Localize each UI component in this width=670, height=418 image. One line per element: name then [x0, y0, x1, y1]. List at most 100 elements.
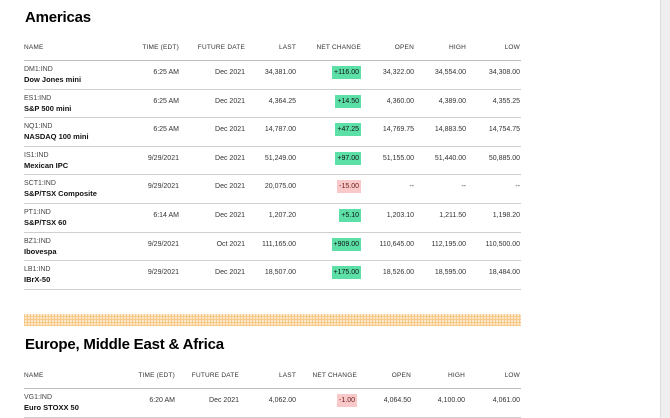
open-value: -- — [409, 183, 414, 191]
col-header-open[interactable]: OPEN — [391, 372, 411, 379]
instrument-name[interactable]: Dow Jones mini — [24, 75, 82, 84]
ticker-symbol[interactable]: SCT1:IND — [24, 180, 56, 188]
high-value: 14,883.50 — [434, 126, 466, 134]
col-header-net-change[interactable]: NET CHANGE — [316, 44, 361, 51]
net-change-badge: +14.50 — [335, 94, 361, 108]
instrument-name[interactable]: IBrX-50 — [24, 275, 51, 285]
time-value: 9/29/2021 — [147, 183, 179, 191]
future-date-value: Dec 2021 — [215, 97, 245, 105]
col-header-high[interactable]: HIGH — [448, 44, 466, 51]
last-value: 14,787.00 — [264, 126, 296, 134]
table-row[interactable]: IS1:IND Mexican IPC 9/29/2021 Dec 2021 51,24… — [24, 147, 521, 176]
net-change-badge: +47.25 — [335, 123, 361, 137]
net-change-badge: +116.00 — [332, 66, 361, 79]
instrument-name[interactable]: S&P 500 mini — [24, 103, 72, 113]
future-date-value: Dec 2021 — [215, 269, 245, 277]
open-value: 18,526.00 — [382, 269, 414, 277]
col-header-low[interactable]: LOW — [504, 372, 520, 379]
col-header-time[interactable]: TIME (EDT) — [138, 372, 175, 379]
table-header: NAME TIME (EDT) FUTURE DATE LAST NET CHA… — [24, 34, 521, 61]
low-value: 34,308.00 — [488, 69, 520, 76]
last-value: 51,249.00 — [264, 154, 296, 162]
col-header-net-change[interactable]: NET CHANGE — [312, 372, 357, 379]
high-value: 34,554.00 — [434, 69, 466, 76]
high-value: 4,100.00 — [437, 397, 465, 404]
table-row[interactable]: SCT1:IND S&P/TSX Composite 9/29/2021 Dec 20… — [24, 175, 521, 204]
table-row[interactable]: BZ1:IND Ibovespa 9/29/2021 Oct 2021 111,165.… — [24, 233, 521, 262]
last-value: 4,062.00 — [268, 397, 296, 404]
instrument-name[interactable]: NASDAQ 100 mini — [24, 132, 89, 142]
time-value: 6:25 AM — [153, 126, 179, 134]
open-value: 1,203.10 — [386, 211, 414, 219]
instrument-name[interactable]: Ibovespa — [24, 246, 57, 256]
col-header-name[interactable]: NAME — [24, 372, 44, 379]
ticker-symbol[interactable]: ES1:IND — [24, 94, 52, 102]
future-date-value: Dec 2021 — [215, 154, 245, 162]
high-value: 112,195.00 — [431, 240, 466, 248]
ticker-symbol[interactable]: BZ1:IND — [24, 237, 51, 245]
low-value: 110,500.00 — [485, 240, 520, 248]
last-value: 34,381.00 — [264, 69, 296, 76]
net-change-badge: +5.10 — [339, 208, 361, 222]
time-value: 9/29/2021 — [147, 269, 179, 277]
ticker-symbol[interactable]: VG1:IND — [24, 394, 53, 401]
last-value: 18,507.00 — [264, 269, 296, 277]
ticker-symbol[interactable]: DM1:IND — [24, 66, 53, 73]
instrument-name[interactable]: S&P/TSX 60 — [24, 217, 67, 227]
ticker-symbol[interactable]: IS1:IND — [24, 151, 49, 159]
section-divider — [24, 314, 521, 326]
window-scrollbar-track[interactable] — [660, 0, 670, 418]
last-value: 1,207.20 — [268, 211, 296, 219]
table-header: NAME TIME (EDT) FUTURE DATE LAST NET CHA… — [24, 362, 521, 389]
time-value: 6:20 AM — [149, 397, 175, 404]
net-change-badge: +97.00 — [335, 151, 361, 165]
ticker-symbol[interactable]: PT1:IND — [24, 208, 51, 216]
high-value: -- — [461, 183, 466, 191]
high-value: 4,389.00 — [438, 97, 466, 105]
time-value: 9/29/2021 — [147, 240, 179, 248]
last-value: 4,364.25 — [268, 97, 296, 105]
table-row[interactable]: LB1:IND IBrX-50 9/29/2021 Dec 2021 18,507.00… — [24, 261, 521, 290]
col-header-high[interactable]: HIGH — [447, 372, 465, 379]
table-row[interactable]: VG1:IND Euro STOXX 50 6:20 AM Dec 2021 4,062… — [24, 389, 521, 418]
col-header-time[interactable]: TIME (EDT) — [142, 44, 179, 51]
time-value: 9/29/2021 — [147, 154, 179, 162]
col-header-future-date[interactable]: FUTURE DATE — [191, 372, 239, 379]
emea-section-title: Europe, Middle East & Africa — [25, 336, 224, 353]
future-date-value: Dec 2021 — [215, 183, 245, 191]
future-date-value: Oct 2021 — [216, 240, 245, 248]
net-change-badge: -1.00 — [337, 394, 357, 407]
low-value: 50,885.00 — [488, 154, 520, 162]
table-row[interactable]: ES1:IND S&P 500 mini 6:25 AM Dec 2021 4,364.… — [24, 90, 521, 119]
table-row[interactable]: PT1:IND S&P/TSX 60 6:14 AM Dec 2021 1,207.20… — [24, 204, 521, 233]
table-row[interactable]: DM1:IND Dow Jones mini 6:25 AM Dec 2021 34,3… — [24, 61, 521, 90]
net-change-badge: -15.00 — [337, 180, 361, 194]
open-value: 14,769.75 — [382, 126, 414, 134]
col-header-last[interactable]: LAST — [278, 44, 296, 51]
ticker-symbol[interactable]: LB1:IND — [24, 266, 51, 274]
open-value: 51,155.00 — [382, 154, 414, 162]
low-value: 14,754.75 — [488, 126, 520, 134]
col-header-last[interactable]: LAST — [278, 372, 296, 379]
open-value: 110,645.00 — [379, 240, 414, 248]
low-value: -- — [515, 183, 520, 191]
instrument-name[interactable]: S&P/TSX Composite — [24, 189, 97, 199]
time-value: 6:25 AM — [153, 69, 179, 76]
col-header-low[interactable]: LOW — [504, 44, 520, 51]
low-value: 18,484.00 — [488, 269, 520, 277]
col-header-open[interactable]: OPEN — [394, 44, 414, 51]
future-date-value: Dec 2021 — [215, 126, 245, 134]
americas-section-title: Americas — [25, 9, 91, 26]
instrument-name[interactable]: Euro STOXX 50 — [24, 403, 79, 412]
time-value: 6:25 AM — [153, 97, 179, 105]
high-value: 1,211.50 — [439, 211, 466, 219]
future-date-value: Dec 2021 — [209, 397, 239, 404]
ticker-symbol[interactable]: NQ1:IND — [24, 123, 53, 131]
table-row[interactable]: NQ1:IND NASDAQ 100 mini 6:25 AM Dec 2021 14,… — [24, 118, 521, 147]
low-value: 4,061.00 — [492, 397, 520, 404]
col-header-future-date[interactable]: FUTURE DATE — [197, 44, 245, 51]
low-value: 4,355.25 — [492, 97, 520, 105]
instrument-name[interactable]: Mexican IPC — [24, 160, 69, 170]
col-header-name[interactable]: NAME — [24, 44, 44, 51]
open-value: 34,322.00 — [382, 69, 414, 76]
